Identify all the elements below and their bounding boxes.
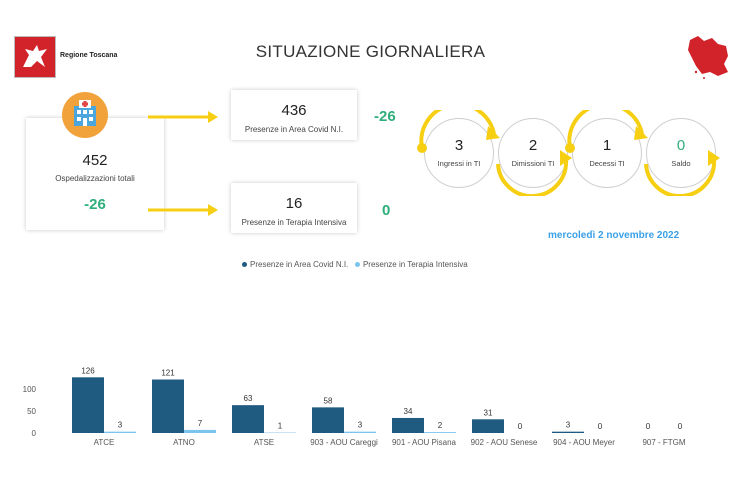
y-tick-label: 100 bbox=[23, 385, 37, 394]
data-label: 1 bbox=[278, 422, 283, 431]
icu-flow-value: 1 bbox=[602, 137, 612, 154]
covid-area-value: 436 bbox=[281, 102, 307, 119]
legend-label: Presenze in Terapia Intensiva bbox=[362, 260, 468, 269]
data-label: 31 bbox=[484, 408, 493, 417]
data-label: 3 bbox=[358, 421, 363, 430]
hospitalized-total: 452 bbox=[82, 152, 108, 169]
icu-flow-label: Ingressi in TI bbox=[437, 159, 481, 168]
bar bbox=[72, 377, 104, 433]
icu-flow-value: 0 bbox=[676, 137, 686, 154]
region-logo bbox=[14, 36, 56, 78]
x-tick-label: 907 - FTGM bbox=[642, 438, 685, 447]
icu-flow-circle: 1 Decessi TI bbox=[572, 118, 642, 188]
bar bbox=[552, 431, 584, 433]
data-label: 58 bbox=[324, 396, 333, 405]
arrow-right-icon bbox=[148, 204, 218, 216]
data-label: 126 bbox=[81, 366, 95, 375]
legend-label: Presenze in Area Covid N.I. bbox=[250, 260, 349, 269]
data-label: 34 bbox=[404, 407, 413, 416]
icu-flow-circle: 0 Saldo bbox=[646, 118, 716, 188]
icu-flow-value: 3 bbox=[454, 137, 464, 154]
data-label: 0 bbox=[646, 422, 651, 431]
covid-area-delta: -26 bbox=[374, 108, 396, 125]
page-title: SITUAZIONE GIORNALIERA bbox=[255, 42, 486, 61]
hospitalized-card: 452 Ospedalizzazioni totali -26 bbox=[26, 118, 164, 230]
icu-delta: 0 bbox=[382, 202, 391, 219]
icu-flow-label: Dimissioni TI bbox=[511, 159, 555, 168]
x-tick-label: ATNO bbox=[173, 438, 195, 447]
hospital-icon bbox=[62, 92, 108, 138]
x-tick-label: ATCE bbox=[94, 438, 115, 447]
data-label: 0 bbox=[598, 422, 603, 431]
icu-flow-arrows-icon bbox=[417, 110, 720, 196]
x-tick-label: 901 - AOU Pisana bbox=[392, 438, 457, 447]
bar bbox=[424, 432, 456, 433]
bar bbox=[312, 407, 344, 433]
icu-flow-value: 2 bbox=[528, 137, 538, 154]
icu-flow-circle: 3 Ingressi in TI bbox=[424, 118, 494, 188]
data-label: 121 bbox=[161, 369, 175, 378]
hospitalized-label: Ospedalizzazioni totali bbox=[55, 174, 135, 183]
x-tick-label: ATSE bbox=[254, 438, 274, 447]
bar bbox=[184, 429, 216, 433]
bar bbox=[344, 431, 376, 433]
data-label: 7 bbox=[198, 419, 203, 428]
tuscany-map-icon bbox=[688, 36, 728, 79]
arrow-right-icon bbox=[148, 111, 218, 123]
data-label: 3 bbox=[566, 421, 571, 430]
icu-value: 16 bbox=[285, 195, 303, 212]
icu-card: 16 Presenze in Terapia Intensiva bbox=[231, 183, 357, 233]
data-label: 0 bbox=[518, 422, 523, 431]
icu-flow-circle: 2 Dimissioni TI bbox=[498, 118, 568, 188]
bar bbox=[104, 431, 136, 433]
bar bbox=[472, 419, 504, 433]
pegasus-logo-icon bbox=[23, 45, 47, 67]
y-tick-label: 50 bbox=[27, 407, 36, 416]
covid-area-label: Presenze in Area Covid N.I. bbox=[244, 125, 344, 134]
logo-text: Regione Toscana bbox=[60, 52, 118, 59]
icu-flow-label: Decessi TI bbox=[589, 159, 625, 168]
bar bbox=[392, 417, 424, 433]
y-tick-label: 0 bbox=[32, 429, 37, 438]
icu-label: Presenze in Terapia Intensiva bbox=[241, 218, 347, 227]
x-tick-label: 902 - AOU Senese bbox=[471, 438, 538, 447]
covid-area-card: 436 Presenze in Area Covid N.I. bbox=[231, 90, 357, 140]
legend-item: Presenze in Terapia Intensiva bbox=[354, 260, 468, 269]
chart-legend: Presenze in Area Covid N.I. Presenze in … bbox=[242, 260, 468, 269]
icu-flow-label: Saldo bbox=[671, 159, 691, 168]
x-tick-label: 903 - AOU Careggi bbox=[310, 438, 378, 447]
data-label: 63 bbox=[244, 394, 253, 403]
data-label: 0 bbox=[678, 422, 683, 431]
data-label: 2 bbox=[438, 421, 443, 430]
bar bbox=[232, 405, 264, 433]
report-date: mercoledì 2 novembre 2022 bbox=[548, 230, 680, 241]
bar bbox=[152, 379, 184, 433]
x-tick-label: 904 - AOU Meyer bbox=[553, 438, 615, 447]
legend-item: Presenze in Area Covid N.I. bbox=[242, 260, 348, 269]
data-label: 3 bbox=[118, 421, 123, 430]
hospitalized-delta: -26 bbox=[84, 196, 106, 213]
